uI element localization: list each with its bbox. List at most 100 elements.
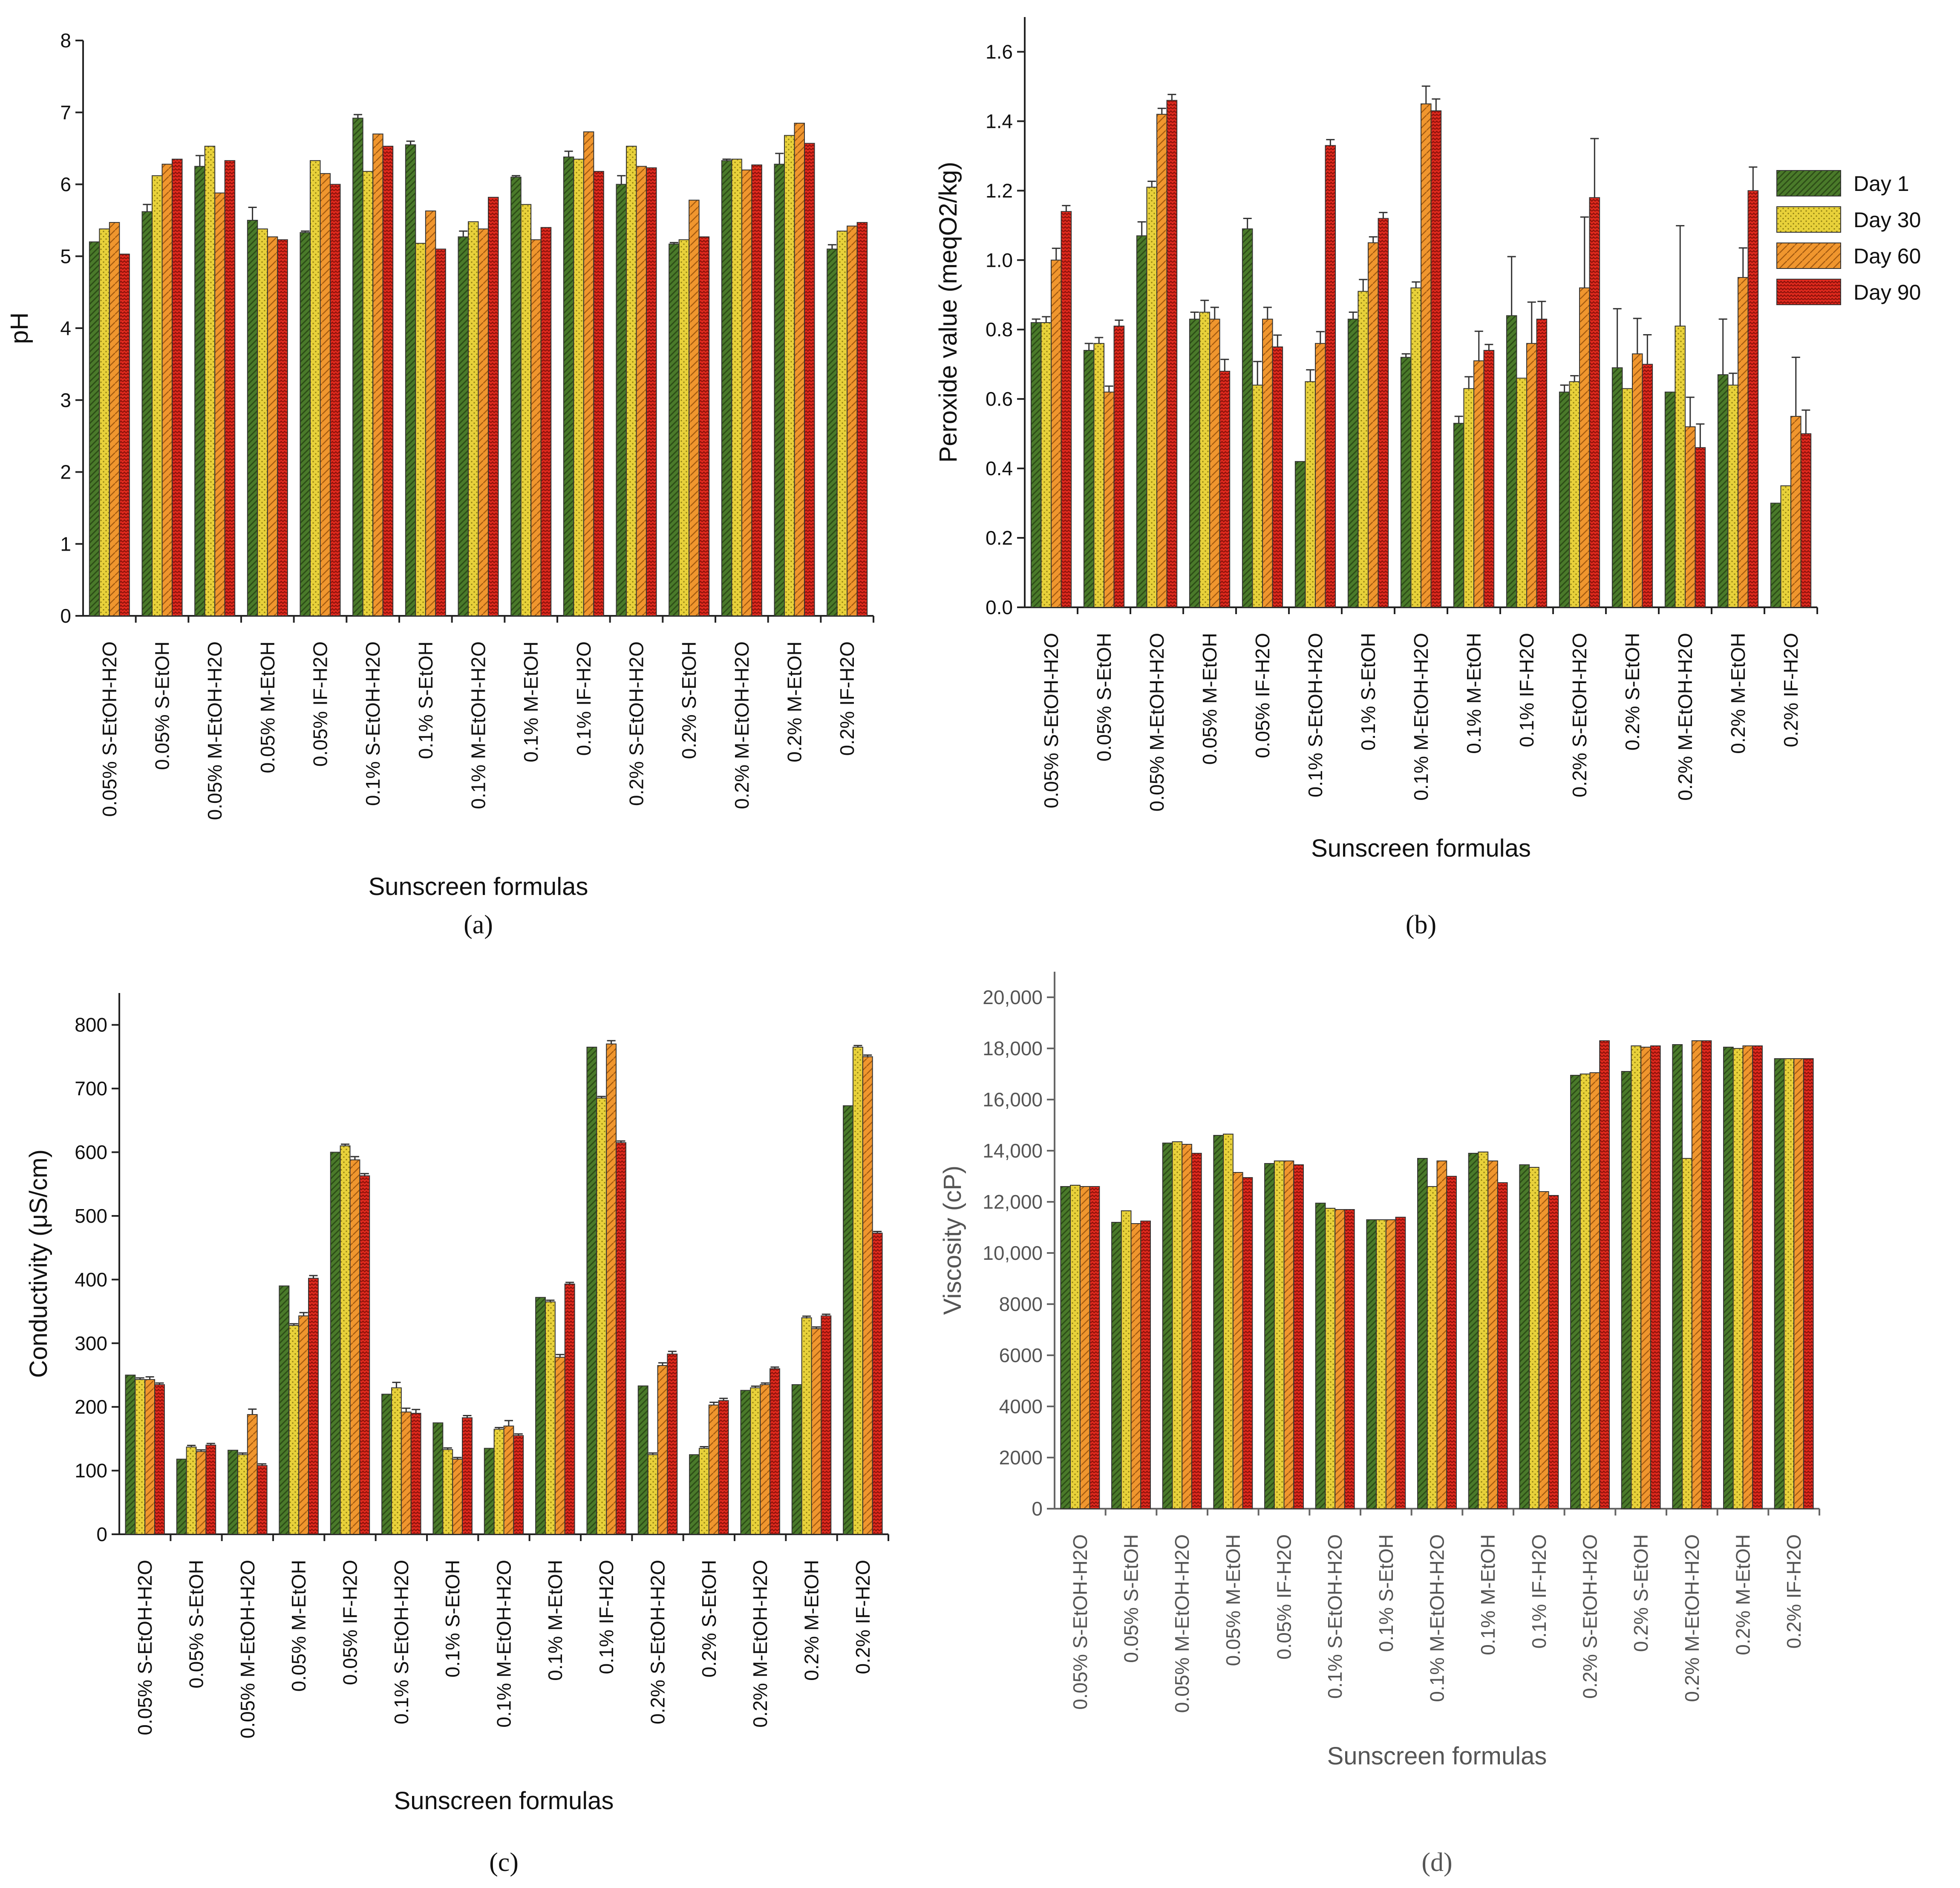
legend-swatch-day30 <box>1776 206 1841 233</box>
bar-day60 <box>1473 360 1484 608</box>
x-category-label: 0.2% S-EtOH-H2O <box>647 1560 669 1724</box>
x-category-label: 0.2% IF-H2O <box>836 641 858 756</box>
y-tick-label: 0.2 <box>986 527 1013 549</box>
bar-day90 <box>382 146 394 616</box>
bar-day1 <box>1213 1135 1224 1509</box>
x-category-label: 0.1% M-EtOH <box>544 1560 566 1681</box>
bar-day60 <box>1104 391 1115 608</box>
y-tick-label: 200 <box>75 1396 107 1418</box>
x-category-label: 0.1% S-EtOH-H2O <box>1304 633 1326 797</box>
bar-day30 <box>1252 384 1263 608</box>
y-tick-label: 14,000 <box>983 1140 1043 1162</box>
bar-day60 <box>1368 242 1379 608</box>
bar-day60 <box>1130 1223 1141 1509</box>
x-category-label: 0.1% M-EtOH-H2O <box>467 641 490 809</box>
bar-day90 <box>1747 190 1759 608</box>
bar-day90 <box>1344 1209 1355 1509</box>
bar-day60 <box>636 166 647 616</box>
bar-day90 <box>277 239 288 616</box>
bar-day90 <box>435 248 446 616</box>
bar-day90 <box>462 1417 473 1535</box>
bar-day90 <box>487 196 499 616</box>
bar-day1 <box>689 1454 700 1535</box>
y-tick-label: 0 <box>1032 1498 1043 1520</box>
bar-day60 <box>794 123 805 616</box>
bar-day60 <box>478 228 489 616</box>
y-tick-label: 3 <box>60 389 71 411</box>
x-category-label: 0.2% M-EtOH-H2O <box>749 1560 771 1728</box>
bar-day60 <box>1283 1161 1294 1509</box>
bar-day90 <box>119 254 130 616</box>
bar-day60 <box>320 173 331 616</box>
bar-day60 <box>1335 1209 1345 1509</box>
bar-day60 <box>1738 277 1749 608</box>
legend-swatch-day1 <box>1776 170 1841 196</box>
bar-day30 <box>442 1449 453 1535</box>
bar-day30 <box>1622 388 1633 608</box>
y-tick-label: 400 <box>75 1268 107 1290</box>
bar-day90 <box>718 1400 729 1535</box>
bar-day30 <box>801 1317 812 1535</box>
bar-day60 <box>298 1315 309 1535</box>
bar-day90 <box>770 1368 780 1535</box>
bar-day1 <box>1060 1186 1071 1509</box>
bar-day90 <box>1191 1153 1202 1509</box>
x-category-label: 0.1% M-EtOH <box>1477 1534 1499 1655</box>
bar-day90 <box>1548 1195 1559 1509</box>
bar-day60 <box>583 131 594 616</box>
bar-day90 <box>856 222 868 616</box>
bar-day30 <box>1199 312 1210 608</box>
bar-day1 <box>1162 1143 1173 1509</box>
y-tick-label: 7 <box>60 101 71 124</box>
bar-day30 <box>626 146 637 616</box>
bar-day90 <box>872 1233 883 1535</box>
bar-day90 <box>1803 1058 1814 1509</box>
bar-day60 <box>862 1056 873 1535</box>
bar-day30 <box>1732 1048 1744 1509</box>
bar-day90 <box>359 1175 370 1535</box>
x-axis-title: Sunscreen formulas <box>394 1787 614 1815</box>
y-axis-title: pH <box>6 312 33 344</box>
bar-day1 <box>1242 228 1253 608</box>
y-tick-label: 0 <box>60 605 71 627</box>
bar-day30 <box>1478 1152 1489 1509</box>
x-category-label: 0.05% IF-H2O <box>1251 633 1274 758</box>
x-category-label: 0.05% S-EtOH <box>1120 1534 1142 1663</box>
bar-day30 <box>731 159 742 616</box>
bar-day1 <box>1519 1164 1530 1509</box>
bar-day30 <box>1780 485 1791 608</box>
bar-day30 <box>257 228 268 616</box>
panel-label: (c) <box>489 1848 519 1877</box>
x-category-label: 0.1% IF-H2O <box>573 641 595 756</box>
y-tick-label: 20,000 <box>983 986 1043 1008</box>
x-category-label: 0.2% S-EtOH-H2O <box>625 641 648 806</box>
bar-day60 <box>1315 343 1326 608</box>
bar-day1 <box>1621 1071 1632 1509</box>
x-category-label: 0.1% M-EtOH-H2O <box>1426 1534 1448 1702</box>
bar-day60 <box>1640 1047 1651 1509</box>
y-tick-label: 2000 <box>999 1446 1043 1469</box>
y-tick-label: 300 <box>75 1332 107 1354</box>
y-tick-label: 0.0 <box>986 596 1013 618</box>
bar-day1 <box>1030 322 1042 608</box>
bar-day60 <box>530 239 542 616</box>
legend: Day 1 Day 30 Day 60 Day 90 <box>1776 170 1921 305</box>
bar-day30 <box>99 228 110 616</box>
bar-day30 <box>1121 1210 1132 1509</box>
bar-day60 <box>1079 1186 1090 1509</box>
y-tick-label: 10,000 <box>983 1242 1043 1264</box>
x-category-label: 0.2% IF-H2O <box>852 1560 874 1674</box>
bar-day60 <box>1436 1161 1447 1509</box>
y-tick-label: 1.0 <box>986 249 1013 271</box>
x-category-label: 0.05% S-EtOH-H2O <box>1040 633 1062 808</box>
bar-day1 <box>1136 235 1147 608</box>
bar-day60 <box>1262 318 1273 608</box>
x-category-label: 0.2% M-EtOH-H2O <box>731 641 753 809</box>
bar-day30 <box>1682 1158 1692 1509</box>
bar-day90 <box>804 143 815 616</box>
bar-day90 <box>1293 1164 1304 1509</box>
y-tick-label: 500 <box>75 1205 107 1227</box>
bar-day30 <box>573 159 584 616</box>
